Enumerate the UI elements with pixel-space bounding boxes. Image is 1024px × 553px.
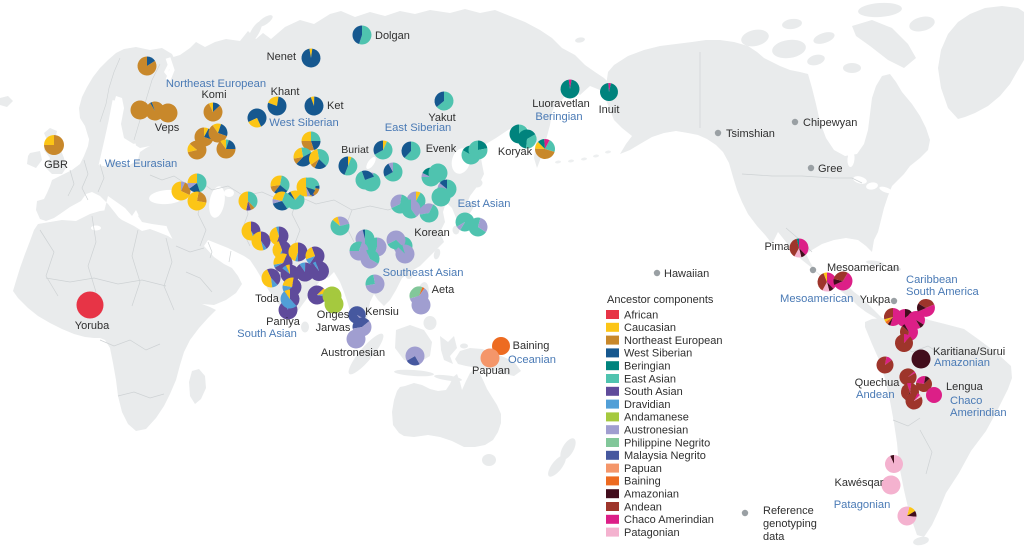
svg-text:Gree: Gree: [818, 163, 842, 175]
svg-text:Tsimshian: Tsimshian: [726, 128, 775, 140]
svg-text:Korean: Korean: [414, 227, 449, 239]
svg-text:Koryak: Koryak: [498, 146, 533, 158]
svg-text:Ket: Ket: [327, 100, 344, 112]
svg-text:Amazonian: Amazonian: [624, 489, 679, 501]
svg-text:Dolgan: Dolgan: [375, 30, 410, 42]
svg-text:Southeast Asian: Southeast Asian: [383, 267, 464, 279]
svg-text:Mesoamerican: Mesoamerican: [780, 293, 853, 305]
svg-text:Veps: Veps: [155, 122, 180, 134]
svg-text:Northeast European: Northeast European: [166, 78, 266, 90]
svg-text:East Siberian: East Siberian: [385, 122, 452, 134]
svg-text:Hawaiian: Hawaiian: [664, 268, 709, 280]
svg-text:Andean: Andean: [624, 501, 662, 513]
svg-text:West Siberian: West Siberian: [624, 348, 692, 360]
svg-text:Amazonian: Amazonian: [934, 357, 990, 369]
svg-text:Aeta: Aeta: [432, 284, 456, 296]
svg-text:Chaco: Chaco: [950, 395, 982, 407]
svg-text:Northeast European: Northeast European: [624, 335, 722, 347]
svg-text:Yakut: Yakut: [428, 112, 455, 124]
svg-text:Yukpa: Yukpa: [860, 294, 891, 306]
svg-text:Patagonian: Patagonian: [834, 499, 891, 511]
svg-text:Baining: Baining: [624, 476, 661, 488]
svg-text:Papuan: Papuan: [624, 463, 662, 475]
svg-text:Khant: Khant: [271, 86, 300, 98]
svg-text:Papuan: Papuan: [472, 365, 510, 377]
svg-text:Toda: Toda: [255, 293, 280, 305]
svg-text:South Asian: South Asian: [624, 386, 683, 398]
svg-text:Jarwas: Jarwas: [316, 322, 351, 334]
svg-text:Kawésqar: Kawésqar: [835, 477, 884, 489]
svg-text:South America: South America: [906, 286, 980, 298]
svg-text:Onges: Onges: [317, 309, 350, 321]
svg-text:Amerindian: Amerindian: [950, 407, 1007, 419]
svg-text:Evenk: Evenk: [426, 143, 457, 155]
svg-text:Caribbean: Caribbean: [906, 274, 958, 286]
svg-text:Nenet: Nenet: [267, 51, 296, 63]
svg-text:West Eurasian: West Eurasian: [105, 158, 178, 170]
svg-text:Beringian: Beringian: [624, 361, 670, 373]
svg-text:genotyping: genotyping: [763, 518, 817, 530]
svg-text:Yoruba: Yoruba: [75, 320, 110, 332]
svg-text:Patagonian: Patagonian: [624, 527, 680, 539]
svg-text:Reference: Reference: [763, 505, 814, 517]
svg-text:East Asian: East Asian: [624, 373, 676, 385]
svg-text:Oceanian: Oceanian: [508, 354, 556, 366]
svg-text:Quechua: Quechua: [855, 377, 901, 389]
svg-text:Komi: Komi: [201, 89, 226, 101]
svg-text:West Siberian: West Siberian: [269, 117, 338, 129]
svg-text:Kensiu: Kensiu: [365, 306, 399, 318]
svg-text:Austronesian: Austronesian: [321, 347, 385, 359]
svg-text:African: African: [624, 309, 658, 321]
svg-text:Pima: Pima: [764, 241, 790, 253]
svg-text:Baining: Baining: [513, 340, 550, 352]
svg-text:Malaysia Negrito: Malaysia Negrito: [624, 450, 706, 462]
svg-text:Chipewyan: Chipewyan: [803, 117, 857, 129]
svg-text:Inuit: Inuit: [599, 104, 620, 116]
svg-text:Luoravetlan: Luoravetlan: [532, 98, 590, 110]
svg-text:Chaco Amerindian: Chaco Amerindian: [624, 514, 714, 526]
svg-text:Austronesian: Austronesian: [624, 425, 688, 437]
svg-text:GBR: GBR: [44, 159, 68, 171]
svg-text:Caucasian: Caucasian: [624, 322, 676, 334]
svg-text:Dravidian: Dravidian: [624, 399, 670, 411]
svg-text:Ancestor components: Ancestor components: [607, 294, 714, 306]
svg-text:Karitiana/Surui: Karitiana/Surui: [933, 346, 1005, 358]
svg-text:Andean: Andean: [856, 389, 895, 401]
svg-text:Mesoamerican: Mesoamerican: [827, 262, 899, 274]
svg-text:Buriat: Buriat: [341, 144, 369, 156]
svg-text:Andamanese: Andamanese: [624, 412, 689, 424]
svg-text:Beringian: Beringian: [535, 111, 582, 123]
svg-text:East Asian: East Asian: [458, 198, 511, 210]
svg-text:Lengua: Lengua: [946, 381, 984, 393]
svg-text:Paniya: Paniya: [266, 316, 301, 328]
svg-text:Philippine Negrito: Philippine Negrito: [624, 437, 710, 449]
svg-text:data: data: [763, 531, 785, 543]
svg-text:South Asian: South Asian: [237, 328, 297, 340]
